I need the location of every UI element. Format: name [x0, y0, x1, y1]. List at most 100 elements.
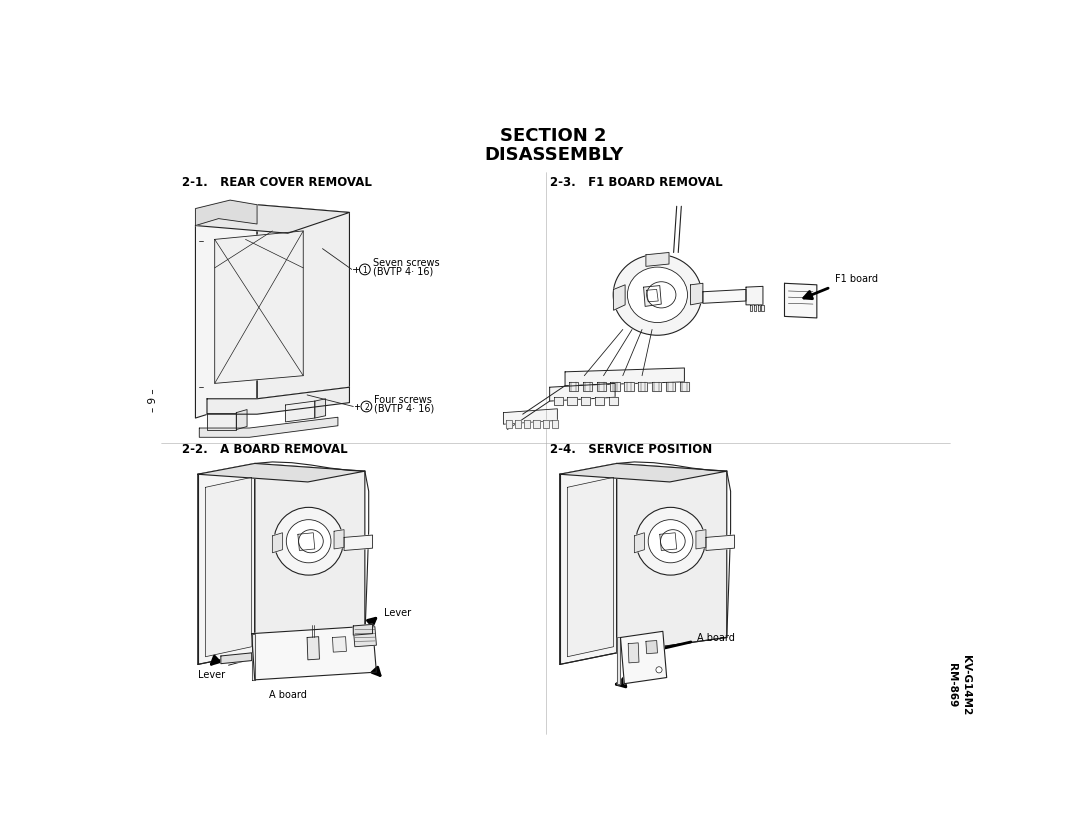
Polygon shape	[610, 383, 620, 392]
Text: F1 board: F1 board	[835, 274, 878, 284]
Text: – 9 –: – 9 –	[148, 388, 158, 411]
Text: A board: A board	[698, 633, 735, 643]
Polygon shape	[353, 624, 373, 635]
Polygon shape	[515, 421, 522, 429]
Polygon shape	[629, 643, 639, 663]
Text: A board: A board	[269, 689, 307, 699]
Polygon shape	[621, 632, 666, 684]
Polygon shape	[552, 421, 558, 429]
Polygon shape	[706, 536, 734, 551]
Ellipse shape	[627, 267, 688, 323]
Polygon shape	[559, 464, 617, 665]
Polygon shape	[646, 641, 658, 654]
Text: 2-3.   F1 BOARD REMOVAL: 2-3. F1 BOARD REMOVAL	[550, 176, 723, 189]
Text: SECTION 2: SECTION 2	[500, 128, 607, 145]
Polygon shape	[198, 464, 365, 483]
Polygon shape	[207, 388, 350, 415]
Polygon shape	[624, 383, 634, 392]
Ellipse shape	[299, 530, 323, 553]
Polygon shape	[559, 464, 727, 483]
Polygon shape	[205, 478, 252, 657]
Ellipse shape	[636, 508, 705, 575]
Ellipse shape	[661, 530, 685, 553]
Polygon shape	[333, 637, 347, 652]
Polygon shape	[255, 464, 365, 653]
Text: DISASSEMBLY: DISASSEMBLY	[484, 146, 623, 164]
Circle shape	[361, 402, 372, 412]
Polygon shape	[569, 383, 578, 392]
Ellipse shape	[286, 520, 330, 563]
Text: 1: 1	[363, 266, 367, 275]
Polygon shape	[754, 306, 756, 311]
Text: 2-1.   REAR COVER REMOVAL: 2-1. REAR COVER REMOVAL	[183, 176, 373, 189]
Polygon shape	[195, 205, 257, 418]
Polygon shape	[550, 384, 616, 402]
Polygon shape	[200, 418, 338, 438]
Polygon shape	[581, 397, 591, 406]
Polygon shape	[617, 464, 727, 653]
Polygon shape	[272, 533, 283, 553]
Polygon shape	[583, 383, 592, 392]
Polygon shape	[198, 464, 255, 665]
Text: 2: 2	[364, 402, 368, 412]
Polygon shape	[257, 205, 350, 399]
Polygon shape	[750, 306, 752, 311]
Polygon shape	[195, 201, 257, 226]
Polygon shape	[334, 530, 345, 549]
Polygon shape	[696, 530, 706, 549]
Ellipse shape	[647, 282, 676, 309]
Polygon shape	[567, 478, 613, 657]
Polygon shape	[534, 421, 540, 429]
Polygon shape	[644, 286, 661, 307]
Text: Four screws: Four screws	[374, 395, 432, 405]
Polygon shape	[567, 397, 577, 406]
Polygon shape	[503, 409, 557, 425]
Polygon shape	[638, 383, 647, 392]
Polygon shape	[207, 413, 237, 430]
Text: 2-4.   SERVICE POSITION: 2-4. SERVICE POSITION	[550, 443, 712, 455]
Polygon shape	[221, 653, 252, 664]
Polygon shape	[679, 383, 689, 392]
Polygon shape	[252, 626, 377, 680]
Polygon shape	[666, 383, 675, 392]
Polygon shape	[554, 397, 563, 406]
Polygon shape	[660, 533, 677, 551]
Polygon shape	[215, 232, 303, 384]
Polygon shape	[345, 536, 373, 551]
Polygon shape	[761, 306, 764, 311]
Polygon shape	[524, 421, 530, 429]
Polygon shape	[237, 410, 247, 430]
Text: (BVTP 4· 16): (BVTP 4· 16)	[373, 267, 433, 277]
Polygon shape	[634, 533, 645, 553]
Polygon shape	[307, 637, 320, 660]
Polygon shape	[646, 253, 669, 267]
Polygon shape	[596, 383, 606, 392]
Ellipse shape	[648, 520, 693, 563]
Polygon shape	[746, 287, 762, 306]
Polygon shape	[505, 421, 512, 429]
Polygon shape	[252, 634, 255, 680]
Text: (BVTP 4· 16): (BVTP 4· 16)	[374, 403, 434, 413]
Text: 2-2.   A BOARD REMOVAL: 2-2. A BOARD REMOVAL	[183, 443, 348, 455]
Polygon shape	[353, 627, 377, 647]
Polygon shape	[565, 368, 685, 386]
Text: Seven screws: Seven screws	[373, 258, 440, 267]
Polygon shape	[617, 638, 621, 684]
Circle shape	[656, 667, 662, 673]
Polygon shape	[609, 397, 618, 406]
Text: Lever: Lever	[198, 670, 225, 680]
Text: KV-G14M2
RM-869: KV-G14M2 RM-869	[947, 654, 971, 714]
Circle shape	[360, 265, 370, 276]
Ellipse shape	[274, 508, 343, 575]
Polygon shape	[652, 383, 661, 392]
Polygon shape	[595, 397, 605, 406]
Polygon shape	[285, 402, 314, 422]
Text: Lever: Lever	[384, 607, 411, 618]
Polygon shape	[757, 306, 760, 311]
Polygon shape	[195, 205, 350, 234]
Ellipse shape	[613, 255, 702, 336]
Polygon shape	[298, 533, 314, 551]
Polygon shape	[613, 286, 625, 310]
Polygon shape	[703, 290, 746, 304]
Polygon shape	[543, 421, 549, 429]
